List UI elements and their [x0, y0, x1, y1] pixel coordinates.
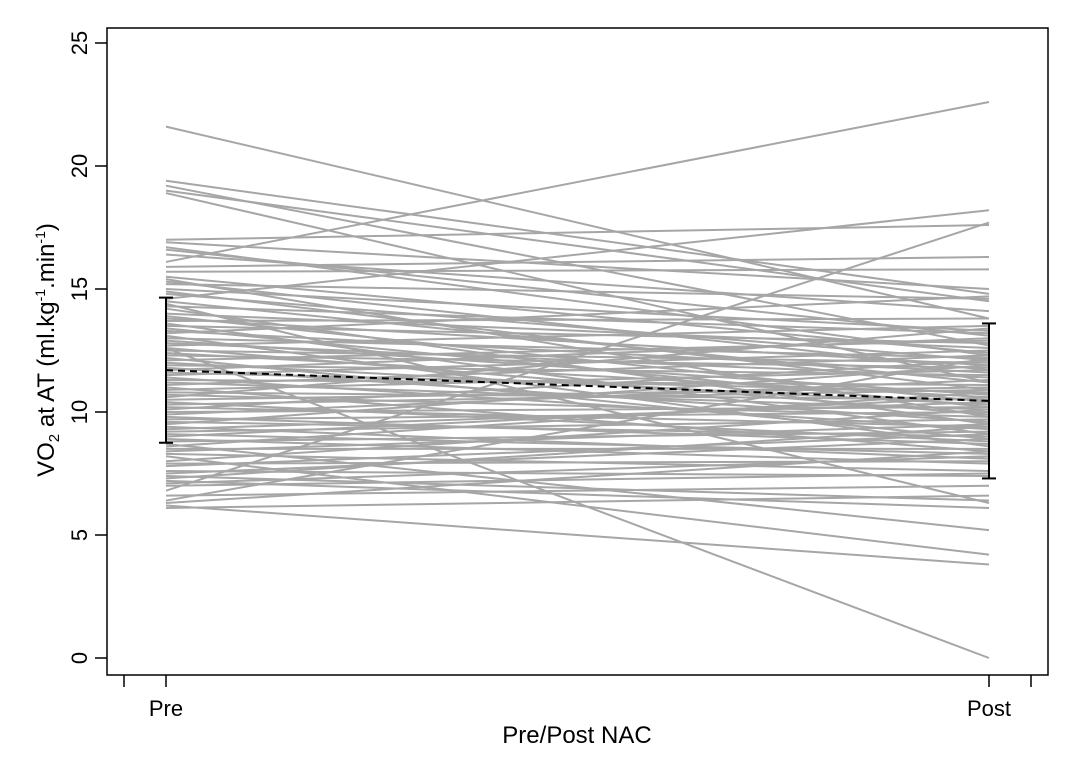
- individual-line: [165, 256, 990, 268]
- individual-line: [165, 425, 990, 480]
- individual-line: [165, 408, 990, 463]
- individual-lines: [165, 101, 990, 659]
- plot-frame: [106, 27, 1049, 676]
- individual-line: [165, 472, 990, 487]
- individual-line: [165, 504, 990, 566]
- individual-line: [165, 396, 990, 438]
- y-axis-title-superscript: -1: [32, 231, 48, 244]
- x-tick-label-pre: Pre: [149, 696, 183, 721]
- individual-line: [165, 391, 990, 401]
- y-axis-title-part: ): [33, 223, 60, 231]
- individual-line: [165, 438, 990, 475]
- individual-line: [165, 401, 990, 431]
- individual-line: [165, 379, 990, 416]
- y-axis-title-part: .min: [33, 244, 60, 289]
- individual-line: [165, 337, 990, 372]
- x-axis-title: Pre/Post NAC: [502, 722, 651, 749]
- individual-line: [165, 241, 990, 290]
- individual-line: [165, 479, 990, 509]
- x-axis: Pre Post: [123, 675, 1032, 721]
- individual-line: [165, 356, 990, 502]
- individual-line: [165, 315, 990, 404]
- y-axis-title-superscript: -1: [32, 289, 48, 302]
- individual-line: [165, 283, 990, 300]
- individual-line: [165, 192, 990, 384]
- individual-line: [165, 342, 990, 379]
- mean-layer: [159, 296, 996, 480]
- individual-line: [165, 221, 990, 492]
- individual-line: [165, 317, 990, 322]
- individual-line: [165, 406, 990, 413]
- individual-line: [165, 209, 990, 300]
- individual-line: [165, 442, 990, 532]
- individual-line: [165, 324, 990, 347]
- individual-line: [165, 347, 990, 659]
- individual-line: [165, 386, 990, 401]
- individual-line: [165, 224, 990, 241]
- y-tick-label: 10: [67, 400, 92, 424]
- mean-line: [165, 369, 990, 402]
- individual-line: [165, 295, 990, 335]
- individual-line: [165, 179, 990, 295]
- individual-line: [165, 430, 990, 443]
- individual-line: [165, 425, 990, 460]
- y-axis-title-subscript: 2: [46, 434, 63, 442]
- y-axis: 0 5 10 15 20 25: [67, 31, 107, 664]
- individual-line: [165, 312, 990, 350]
- individual-line: [165, 327, 990, 399]
- individual-line: [165, 474, 990, 502]
- individual-line: [165, 125, 990, 320]
- y-tick-label: 5: [67, 529, 92, 541]
- x-tick-label-post: Post: [967, 696, 1011, 721]
- y-axis-title: VO2 at AT (ml.kg-1.min-1): [32, 223, 63, 477]
- individual-line: [165, 494, 990, 509]
- y-tick-label: 25: [67, 31, 92, 55]
- y-axis-title-part: VO: [33, 442, 60, 477]
- individual-line: [165, 450, 990, 505]
- individual-line: [165, 364, 990, 426]
- individual-line: [165, 433, 990, 468]
- individual-line: [165, 354, 990, 386]
- individual-line: [165, 189, 990, 303]
- y-tick-label: 15: [67, 277, 92, 301]
- individual-line: [165, 101, 990, 263]
- individual-line: [165, 288, 990, 332]
- y-tick-label: 20: [67, 154, 92, 178]
- individual-line: [165, 391, 990, 448]
- individual-line: [165, 292, 990, 362]
- y-tick-label: 0: [67, 652, 92, 664]
- individual-line: [165, 268, 990, 273]
- y-axis-title-part: at AT (ml.kg: [33, 301, 60, 433]
